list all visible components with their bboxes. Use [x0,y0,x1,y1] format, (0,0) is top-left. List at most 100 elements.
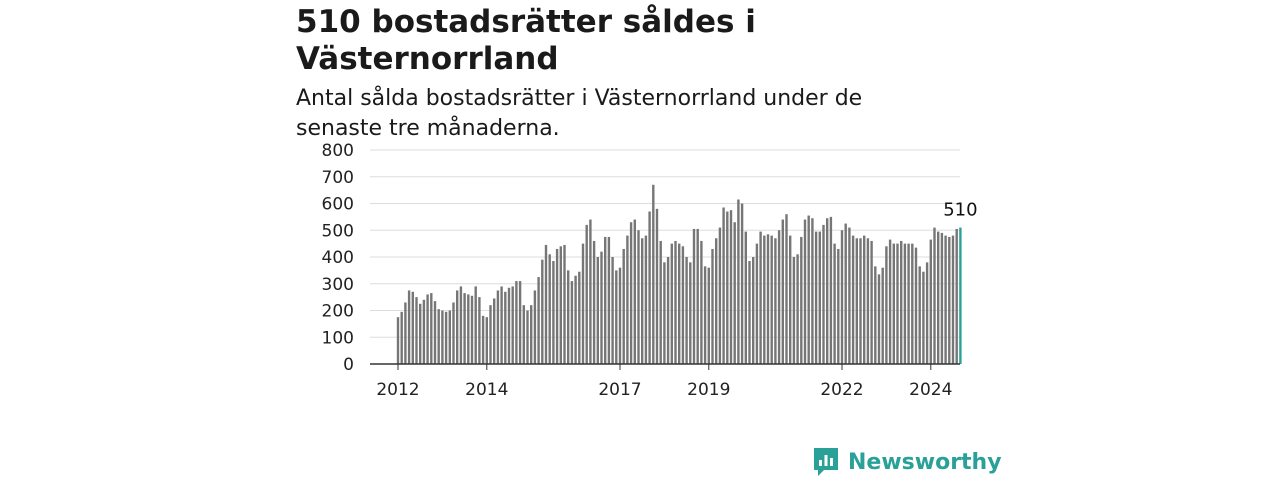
bar [781,219,784,364]
bar [848,227,851,364]
bar [456,290,459,364]
bar [689,262,692,364]
y-tick-label: 600 [322,195,354,215]
x-tick-label: 2012 [376,380,419,400]
bar [840,230,844,364]
y-tick-label: 100 [322,328,354,348]
bar [859,238,862,364]
bar [718,227,722,364]
bar [792,257,796,364]
bar [866,238,870,364]
bar [885,246,888,364]
bar [951,235,955,364]
bar [596,257,599,364]
bar [611,257,614,364]
bar [544,244,548,364]
x-tick-label: 2022 [820,380,863,400]
bar [948,236,951,364]
last-value-label: 510 [943,200,977,221]
bar [748,261,751,364]
bar [737,199,740,364]
bar [933,227,936,364]
bar [474,286,477,364]
bar [541,259,544,364]
y-tick-label: 0 [343,355,354,375]
bar [918,266,921,364]
bar [629,222,633,364]
bar [648,211,651,364]
bar [459,286,463,364]
bar [881,267,884,364]
bar [766,234,770,364]
bar [526,310,529,364]
bar [922,271,925,364]
newsworthy-logo[interactable]: Newsworthy [812,446,1002,478]
bar [470,295,474,364]
bar [678,243,681,364]
bar [770,235,773,364]
bar [589,219,592,364]
logo-text: Newsworthy [848,449,1002,475]
bar [755,243,759,364]
bar [896,243,899,364]
bar [925,262,929,364]
bar [811,218,814,364]
bar [663,262,666,364]
bar [774,238,777,364]
bar [419,303,422,364]
bar [707,267,710,364]
bar [618,267,622,364]
bars [396,184,962,364]
bar [511,286,514,364]
bar [800,236,803,364]
bar [433,301,437,364]
bar [537,277,540,364]
bar [692,228,696,364]
bar [441,310,444,364]
bar [607,236,611,364]
bar [641,238,644,364]
bar [937,231,940,364]
bar [552,261,555,364]
bar [833,243,836,364]
bar [489,305,492,364]
bar [685,257,688,364]
bar [567,270,570,364]
bar [559,246,562,364]
bar [929,239,932,364]
bar [400,311,403,364]
bar [914,247,918,364]
x-tick-label: 2014 [465,380,508,400]
bar [911,243,914,364]
y-tick-label: 200 [322,302,354,322]
bar [452,302,455,364]
bar [696,228,699,364]
bar [478,297,481,364]
bar [907,243,910,364]
bar [467,294,470,364]
y-tick-label: 500 [322,221,354,241]
chart-subtitle: Antal sålda bostadsrätter i Västernorrla… [296,86,863,141]
bar [715,238,718,364]
bar [500,286,503,364]
bar [944,235,947,364]
bar [681,246,685,364]
bar [585,224,588,364]
bar [652,184,655,364]
bar [814,231,818,364]
bar [763,235,766,364]
bar [426,294,429,364]
bar [844,223,847,364]
bar [507,287,511,364]
bar [722,207,725,364]
bar [411,291,414,364]
y-axis-ticks: 0 100 200 300 400 500 600 700 800 [322,141,354,375]
bar [637,230,640,364]
bar [888,239,892,364]
y-tick-label: 400 [322,248,354,268]
bar [666,257,670,364]
bar [874,266,877,364]
bar [578,271,581,364]
bar [955,228,958,364]
